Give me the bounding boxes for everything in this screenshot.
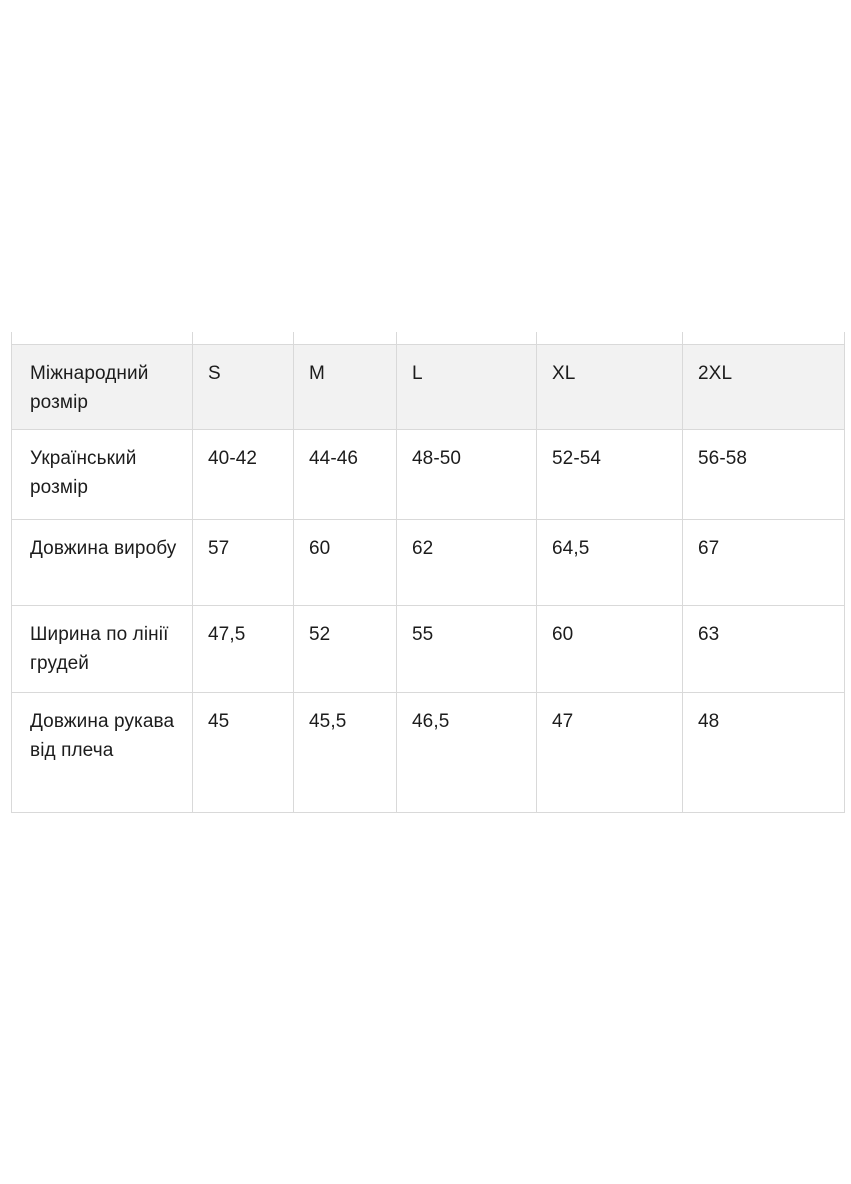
table-value-cell: 62 (397, 520, 537, 606)
header-cell-size-xl: XL (537, 345, 683, 430)
table-value-cell: 45 (193, 693, 294, 813)
table-top-spacer-row (11, 332, 845, 345)
table-value-cell: 44-46 (294, 430, 397, 520)
table-value-cell: 48 (683, 693, 845, 813)
header-cell-size-s: S (193, 345, 294, 430)
header-cell-international-size: Міжнародний розмір (11, 345, 193, 430)
header-cell-size-m: M (294, 345, 397, 430)
row-label: Ширина по лінії грудей (11, 606, 193, 693)
table-value-cell: 52 (294, 606, 397, 693)
table-value-cell: 52-54 (537, 430, 683, 520)
size-table-header-row: Міжнародний розмір S M L XL 2XL (11, 345, 845, 430)
table-value-cell: 67 (683, 520, 845, 606)
header-cell-size-2xl: 2XL (683, 345, 845, 430)
row-label: Український розмір (11, 430, 193, 520)
table-value-cell: 63 (683, 606, 845, 693)
table-row-ukrainian-size: Український розмір 40-42 44-46 48-50 52-… (11, 430, 845, 520)
spacer-cell (193, 332, 294, 345)
table-value-cell: 45,5 (294, 693, 397, 813)
header-cell-size-l: L (397, 345, 537, 430)
row-label: Довжина виробу (11, 520, 193, 606)
spacer-cell (683, 332, 845, 345)
table-row-sleeve-length: Довжина рукава від плеча 45 45,5 46,5 47… (11, 693, 845, 813)
table-value-cell: 60 (537, 606, 683, 693)
table-row-chest-width: Ширина по лінії грудей 47,5 52 55 60 63 (11, 606, 845, 693)
spacer-cell (397, 332, 537, 345)
size-chart-table: Міжнародний розмір S M L XL 2XL Українсь… (11, 332, 845, 813)
table-value-cell: 57 (193, 520, 294, 606)
table-value-cell: 64,5 (537, 520, 683, 606)
table-value-cell: 47 (537, 693, 683, 813)
table-row-garment-length: Довжина виробу 57 60 62 64,5 67 (11, 520, 845, 606)
table-value-cell: 47,5 (193, 606, 294, 693)
table-value-cell: 48-50 (397, 430, 537, 520)
row-label: Довжина рукава від плеча (11, 693, 193, 813)
table-value-cell: 55 (397, 606, 537, 693)
spacer-cell (294, 332, 397, 345)
table-value-cell: 60 (294, 520, 397, 606)
table-value-cell: 46,5 (397, 693, 537, 813)
spacer-cell (11, 332, 193, 345)
table-value-cell: 40-42 (193, 430, 294, 520)
table-value-cell: 56-58 (683, 430, 845, 520)
spacer-cell (537, 332, 683, 345)
